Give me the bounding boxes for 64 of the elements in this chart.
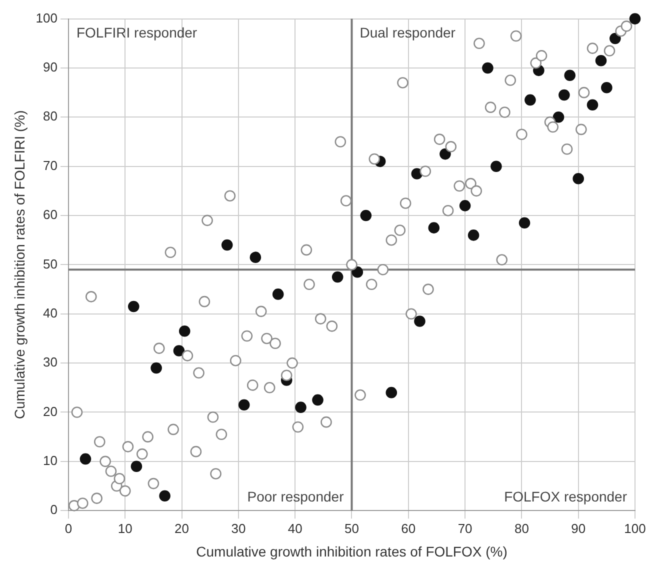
point: [272, 288, 284, 300]
annotation: FOLFOX responder: [504, 488, 628, 504]
point: [552, 112, 564, 123]
annotation: FOLFIRI responder: [76, 24, 198, 41]
point: [524, 94, 536, 106]
x-tick-label: 70: [458, 520, 472, 536]
y-axis-title: Cumulative growth inhibition rates of FOLFIRI (%): [11, 110, 28, 420]
point: [610, 32, 621, 44]
point: [250, 252, 262, 263]
point: [173, 345, 185, 356]
point: [440, 148, 451, 160]
point: [411, 168, 423, 180]
point: [629, 13, 641, 24]
point: [428, 222, 440, 234]
point: [352, 266, 364, 278]
x-tick-label: 20: [174, 520, 190, 536]
point: [468, 230, 480, 241]
point: [518, 217, 530, 229]
point: [360, 210, 372, 222]
point: [312, 394, 324, 406]
annotation: Dual responder: [360, 24, 456, 41]
point: [295, 402, 306, 413]
x-tick-label: 90: [571, 520, 586, 536]
x-tick-label: 100: [624, 520, 646, 536]
x-tick-label: 50: [344, 520, 359, 536]
point: [386, 386, 398, 398]
x-tick-label: 80: [514, 520, 529, 536]
y-tick-label: 10: [43, 453, 58, 468]
point: [159, 490, 170, 502]
point: [221, 239, 233, 251]
x-tick-label: 10: [118, 520, 132, 536]
x-axis-title: Cumulative growth inhibition rates of FOLFOX (%): [196, 543, 508, 560]
y-tick-label: 50: [43, 256, 58, 272]
y-tick-label: 90: [43, 60, 58, 75]
x-tick-label: 30: [231, 520, 246, 536]
point: [601, 82, 612, 94]
point: [459, 200, 471, 212]
point: [595, 54, 607, 66]
y-tick-label: 60: [43, 207, 58, 222]
annotation: Poor responder: [247, 488, 344, 504]
point: [80, 453, 92, 465]
point: [586, 99, 598, 111]
point: [572, 172, 584, 184]
point: [482, 62, 494, 74]
y-tick-label: 80: [43, 108, 58, 124]
y-tick-label: 100: [36, 10, 58, 26]
x-tick-label: 0: [64, 520, 72, 536]
point: [128, 300, 140, 312]
point: [558, 89, 570, 101]
y-tick-label: 0: [50, 502, 58, 518]
point: [332, 271, 344, 283]
x-tick-label: 60: [401, 520, 416, 536]
point: [490, 160, 502, 172]
point: [150, 362, 162, 374]
point: [238, 399, 250, 411]
y-tick-label: 20: [43, 404, 58, 419]
point: [414, 316, 426, 327]
y-tick-label: 30: [43, 354, 58, 370]
y-tick-label: 70: [43, 158, 58, 173]
point: [130, 460, 142, 472]
point: [564, 70, 576, 82]
y-tick-label: 40: [43, 305, 58, 320]
point: [178, 325, 190, 337]
x-tick-label: 40: [288, 520, 302, 536]
